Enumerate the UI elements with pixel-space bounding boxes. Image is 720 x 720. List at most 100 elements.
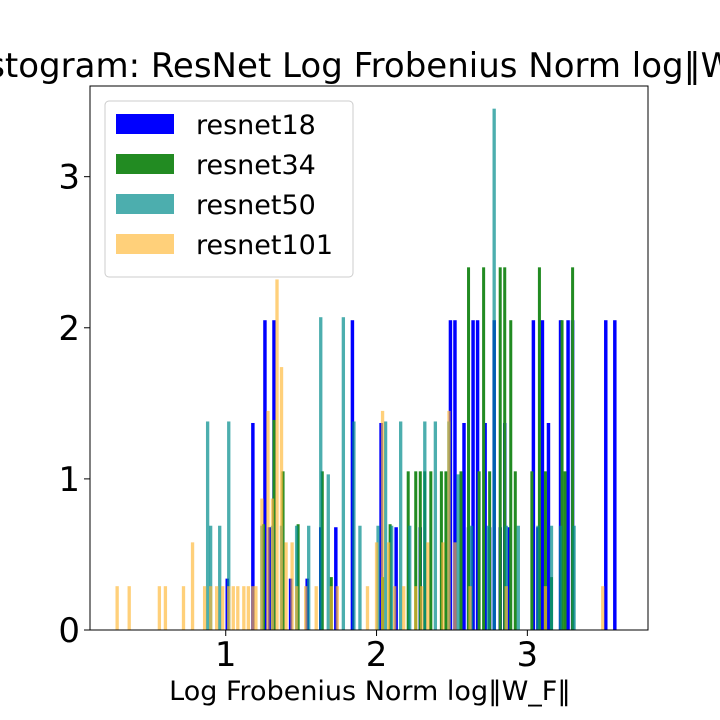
bar-resnet50-12 — [352, 421, 356, 630]
bar-resnet101-40 — [453, 542, 457, 630]
bar-resnet101-27 — [329, 586, 333, 630]
bar-resnet101-4 — [181, 586, 186, 630]
bar-resnet34-30 — [571, 267, 575, 630]
chart-title: Histogram: ResNet Log Frobenius Norm log… — [0, 46, 720, 86]
bar-resnet101-2 — [157, 586, 162, 630]
bar-resnet101-34 — [402, 586, 406, 630]
bar-resnet101-19 — [270, 498, 275, 630]
legend-label-resnet34: resnet34 — [196, 150, 316, 181]
bar-resnet50-0 — [205, 421, 210, 630]
bar-resnet34-22 — [509, 320, 513, 630]
bar-resnet50-10 — [326, 474, 330, 630]
bar-resnet50-29 — [549, 525, 554, 630]
bar-resnet101-10 — [227, 586, 231, 630]
y-tick-label-3: 3 — [58, 158, 80, 198]
bar-resnet50-9 — [319, 317, 323, 630]
bar-resnet34-14 — [444, 471, 448, 630]
bar-resnet50-22 — [456, 474, 460, 630]
bar-resnet101-1 — [127, 586, 131, 630]
bar-resnet101-39 — [447, 410, 451, 630]
bar-resnet50-27 — [516, 525, 520, 630]
bar-resnet101-38 — [441, 542, 445, 630]
bar-resnet101-3 — [163, 586, 168, 630]
bar-resnet101-28 — [335, 586, 339, 630]
bar-resnet101-41 — [468, 586, 472, 630]
legend-frame — [104, 100, 354, 278]
bar-resnet34-26 — [543, 471, 547, 630]
bar-resnet50-31 — [572, 525, 576, 630]
bar-resnet101-31 — [380, 410, 385, 630]
bar-resnet50-19 — [423, 421, 427, 630]
bar-resnet34-25 — [537, 267, 541, 630]
bar-resnet101-26 — [314, 586, 318, 630]
bar-resnet50-13 — [358, 525, 362, 630]
bar-resnet34-18 — [482, 267, 486, 630]
bar-resnet34-16 — [467, 267, 471, 630]
bar-resnet34-28 — [560, 320, 564, 630]
bar-resnet101-43 — [543, 586, 548, 630]
bar-resnet50-1 — [208, 525, 213, 630]
bar-resnet101-8 — [215, 586, 219, 630]
bar-resnet101-30 — [374, 542, 379, 630]
bar-resnet101-11 — [231, 586, 235, 630]
bar-resnet101-15 — [251, 586, 255, 630]
bar-resnet101-14 — [246, 586, 251, 630]
x-tick-label-1: 2 — [366, 635, 388, 675]
bar-resnet34-15 — [459, 471, 463, 630]
bar-resnet18-32 — [604, 320, 608, 630]
bar-resnet101-44 — [601, 586, 605, 630]
bar-resnet34-20 — [498, 267, 502, 630]
bar-resnet50-11 — [341, 317, 346, 630]
bar-resnet101-16 — [254, 586, 258, 630]
plot-area — [115, 108, 617, 630]
bar-resnet101-29 — [365, 586, 370, 630]
bar-resnet50-17 — [399, 421, 403, 630]
bar-resnet101-37 — [426, 542, 430, 630]
bar-resnet50-8 — [307, 525, 311, 630]
bar-resnet50-16 — [389, 525, 394, 630]
bar-resnet34-17 — [477, 471, 481, 630]
series-resnet101 — [115, 279, 605, 630]
y-tick-label-2: 2 — [58, 309, 80, 349]
bar-resnet50-2 — [218, 525, 222, 630]
bar-resnet101-35 — [414, 586, 418, 630]
bar-resnet18-1 — [251, 422, 255, 630]
bar-resnet101-9 — [221, 586, 225, 630]
bar-resnet50-20 — [433, 421, 438, 630]
bar-resnet18-14 — [453, 320, 457, 630]
bar-resnet18-2 — [263, 320, 267, 630]
legend-swatch-resnet18 — [116, 114, 174, 134]
bar-resnet34-12 — [429, 471, 433, 630]
bar-resnet50-18 — [408, 525, 412, 630]
y-tick-label-1: 1 — [58, 460, 80, 500]
bar-resnet101-32 — [386, 542, 391, 630]
bar-resnet34-29 — [563, 471, 567, 630]
bar-resnet101-42 — [504, 586, 508, 630]
legend-swatch-resnet34 — [116, 154, 174, 174]
bar-resnet50-3 — [227, 421, 231, 630]
bar-resnet101-33 — [392, 586, 397, 630]
bar-resnet50-24 — [486, 525, 490, 630]
bar-resnet101-7 — [208, 586, 213, 630]
bar-resnet101-17 — [260, 498, 264, 630]
bar-resnet34-10 — [418, 471, 422, 630]
y-axis: 0 1 2 3 — [58, 158, 90, 651]
bar-resnet101-5 — [190, 542, 195, 630]
legend-label-resnet18: resnet18 — [196, 110, 316, 141]
legend-swatch-resnet101 — [116, 234, 174, 254]
bar-resnet101-24 — [294, 586, 299, 630]
bar-resnet50-15 — [383, 421, 388, 630]
bar-resnet101-12 — [236, 586, 240, 630]
bar-resnet101-22 — [284, 542, 288, 630]
plot-frame — [89, 85, 649, 631]
bar-resnet101-6 — [202, 586, 207, 630]
bar-resnet18-30 — [566, 320, 570, 630]
bar-resnet101-20 — [275, 279, 279, 630]
bar-resnet101-25 — [304, 586, 308, 630]
y-tick-label-0: 0 — [58, 611, 80, 651]
bar-resnet18-8 — [334, 527, 338, 630]
bar-resnet18-33 — [613, 320, 617, 630]
bar-resnet34-21 — [503, 267, 507, 630]
bar-resnet101-18 — [266, 410, 270, 630]
